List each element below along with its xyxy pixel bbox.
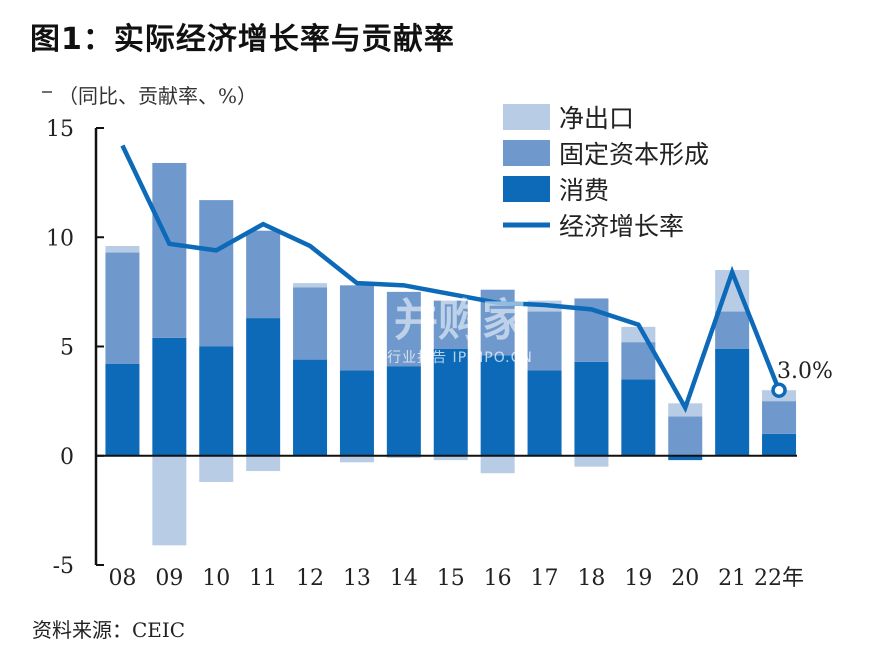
bar-consumption-22年	[762, 433, 797, 456]
x-tick-label: 13	[343, 566, 371, 591]
legend-label: 消费	[559, 176, 609, 205]
bar-consumption-14	[386, 366, 421, 456]
bar-layer	[105, 162, 797, 546]
axes: 08 09 10 11 12 13 14 15 16 17 18 19 20 21 22年 -5 0 5 10 15	[42, 91, 804, 591]
bar-consumption-15	[433, 348, 468, 456]
x-tick-label: 12	[296, 566, 324, 591]
x-tick-label: 09	[155, 566, 183, 591]
source-note: 资料来源：CEIC	[32, 618, 186, 642]
bar-consumption-11	[246, 318, 281, 456]
x-tick-label: 17	[531, 566, 559, 591]
x-tick-label: 21	[718, 566, 746, 591]
growth-point-marker	[771, 382, 787, 398]
bar-investment-13	[339, 285, 374, 371]
chart-title: 图1：实际经济增长率与贡献率	[30, 22, 455, 57]
bar-investment-14	[386, 291, 421, 367]
bar-investment-11	[246, 230, 281, 319]
bar-investment-08	[105, 252, 140, 364]
bar-investment-09	[152, 162, 187, 338]
bar-net-export-16	[480, 455, 515, 474]
y-tick-label: 15	[46, 117, 74, 142]
legend-label: 净出口	[559, 104, 634, 133]
bar-net-export-09	[152, 455, 187, 546]
watermark: 并购家 行业报告 IPOIPO.CN	[387, 295, 533, 366]
x-tick-label: 14	[390, 566, 418, 591]
watermark-sub: 行业报告 IPOIPO.CN	[387, 350, 533, 366]
x-tick-label: 16	[484, 566, 512, 591]
bar-net-export-13	[339, 455, 374, 463]
y-tick-label: 0	[60, 445, 74, 470]
bar-net-export-08	[105, 245, 140, 253]
bar-investment-12	[293, 287, 328, 360]
growth-line	[120, 144, 782, 414]
unit-label: （同比、贡献率、%）	[58, 84, 258, 108]
y-tick-label: 5	[60, 336, 74, 361]
bar-consumption-10	[199, 346, 234, 456]
growth-line-layer: 3.0%	[120, 144, 833, 414]
x-tick-label: 08	[108, 566, 136, 591]
bar-consumption-17	[527, 370, 562, 456]
bar-consumption-21	[715, 348, 750, 456]
x-tick-label: 10	[202, 566, 230, 591]
legend-label: 经济增长率	[559, 212, 684, 241]
bar-net-export-15	[433, 455, 468, 461]
annotation-label: 3.0%	[777, 359, 833, 384]
bar-investment-10	[199, 200, 234, 347]
legend-swatch	[503, 104, 550, 130]
bar-consumption-09	[152, 337, 187, 456]
legend-swatch	[503, 140, 550, 166]
bar-net-export-18	[574, 455, 609, 467]
bar-investment-22年	[762, 401, 797, 434]
x-tick-label: 18	[577, 566, 605, 591]
x-tick-label: 22年	[754, 566, 804, 591]
bar-consumption-20	[668, 455, 703, 461]
bar-consumption-13	[339, 370, 374, 456]
legend-label: 固定资本形成	[559, 140, 709, 169]
bar-net-export-11	[246, 455, 281, 472]
bar-investment-20	[668, 416, 703, 456]
watermark-main: 并购家	[394, 295, 526, 346]
bar-investment-21	[715, 311, 750, 349]
y-tick-label: 10	[46, 226, 74, 251]
x-tick-label: 20	[671, 566, 699, 591]
x-tick-label: 15	[437, 566, 465, 591]
bar-consumption-16	[480, 355, 515, 456]
bar-net-export-14	[386, 455, 421, 458]
bar-net-export-10	[199, 455, 234, 482]
x-tick-label: 19	[624, 566, 652, 591]
bar-consumption-12	[293, 359, 328, 456]
bar-investment-15	[433, 300, 468, 349]
legend-swatch	[503, 176, 550, 202]
y-tick-label: -5	[53, 554, 74, 579]
x-tick-label: 11	[249, 566, 277, 591]
bar-consumption-19	[621, 379, 656, 456]
bar-investment-17	[527, 311, 562, 371]
bar-consumption-18	[574, 361, 609, 456]
bar-consumption-08	[105, 363, 140, 456]
bar-net-export-12	[293, 283, 328, 288]
